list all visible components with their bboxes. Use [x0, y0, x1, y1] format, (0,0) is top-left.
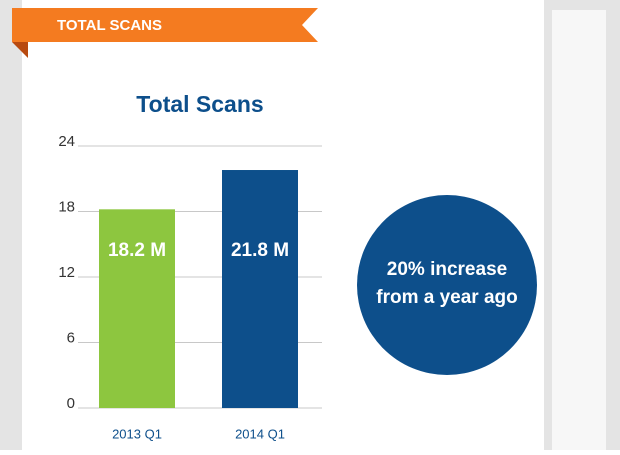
banner — [12, 8, 318, 42]
value-label: 21.8 M — [231, 240, 289, 261]
value-label: 18.2 M — [108, 240, 166, 261]
y-tick-label: 12 — [58, 264, 75, 281]
annotation-text: from a year ago — [376, 287, 518, 308]
y-tick-label: 24 — [58, 133, 75, 150]
y-tick-label: 18 — [58, 198, 75, 215]
bar — [222, 170, 298, 408]
annotation-text: 20% increase — [387, 259, 507, 280]
annotation-circle — [357, 195, 537, 375]
y-tick-label: 0 — [67, 395, 75, 412]
chart-title: Total Scans — [136, 91, 263, 117]
x-tick-label: 2013 Q1 — [112, 426, 162, 441]
banner-fold — [12, 42, 28, 58]
y-tick-label: 6 — [67, 329, 75, 346]
bar — [99, 209, 175, 408]
banner-text: TOTAL SCANS — [57, 17, 162, 34]
side-panel — [552, 10, 606, 450]
x-tick-label: 2014 Q1 — [235, 426, 285, 441]
